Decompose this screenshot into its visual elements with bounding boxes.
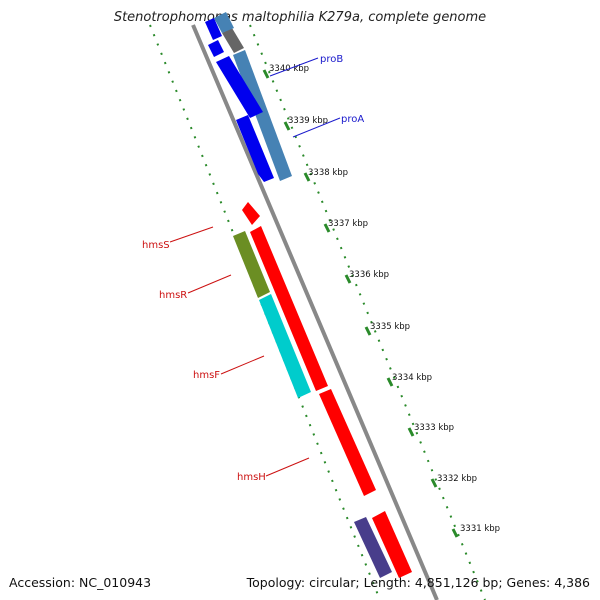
tick-label: 3335 kbp: [370, 322, 410, 332]
gene-blue-small[interactable]: [208, 40, 224, 57]
tick-label: 3336 kbp: [349, 270, 389, 280]
tick-mark: [430, 478, 438, 488]
tick-label: 3339 kbp: [288, 116, 328, 126]
leader-hmsR: [187, 274, 232, 294]
tick-label: 3332 kbp: [437, 474, 477, 484]
gene-blue-1[interactable]: [216, 56, 263, 118]
leader-hmsS: [169, 226, 214, 243]
gene-label-proB[interactable]: proB: [320, 54, 343, 65]
tick-mark: [407, 427, 415, 437]
gene-red-3[interactable]: [372, 511, 412, 578]
tick-label: 3333 kbp: [414, 423, 454, 433]
gene-label-hmsF[interactable]: hmsF: [193, 370, 220, 381]
tick-mark: [386, 377, 394, 387]
gene-red-small[interactable]: [242, 202, 260, 225]
leader-proB: [269, 57, 319, 77]
genome-summary-text: Topology: circular; Length: 4,851,126 bp…: [246, 575, 590, 590]
tick-labels: 3340 kbp 3339 kbp 3338 kbp 3337 kbp 3336…: [269, 64, 500, 534]
tick-label: 3334 kbp: [392, 373, 432, 383]
tick-mark: [323, 223, 331, 233]
leader-hmsH: [265, 457, 310, 477]
tick-label: 3331 kbp: [460, 524, 500, 534]
gene-red-2[interactable]: [319, 389, 376, 496]
gene-label-hmsH[interactable]: hmsH: [237, 472, 266, 483]
leader-proA: [292, 117, 341, 138]
gene-grey[interactable]: [222, 28, 244, 53]
tick-mark: [344, 274, 352, 284]
gene-cyan-hmsF[interactable]: [259, 294, 311, 398]
tick-marks: [262, 69, 459, 538]
gene-red-1[interactable]: [250, 226, 328, 391]
tick-mark: [303, 172, 311, 182]
accession-text: Accession: NC_010943: [9, 575, 152, 590]
tick-mark: [283, 121, 291, 131]
tick-label: 3338 kbp: [308, 168, 348, 178]
tick-label: 3337 kbp: [328, 219, 368, 229]
gene-label-hmsR[interactable]: hmsR: [159, 290, 187, 301]
inner-dotted-track: [249, 24, 486, 600]
reverse-strand-genes: [205, 18, 392, 578]
gene-steel-proB[interactable]: [233, 50, 292, 181]
gene-label-hmsS[interactable]: hmsS: [142, 240, 170, 251]
gene-labels: proB proA hmsS hmsR hmsF hmsH: [142, 54, 364, 483]
tick-mark: [364, 326, 372, 336]
gene-olive-hmsS[interactable]: [233, 231, 270, 298]
forward-strand-genes: [214, 12, 412, 578]
gene-purple[interactable]: [354, 517, 392, 578]
tick-mark: [262, 69, 270, 79]
gene-steel-top[interactable]: [214, 12, 234, 33]
tick-mark: [451, 528, 459, 538]
gene-blue-top[interactable]: [205, 18, 222, 40]
label-leaders: [169, 57, 341, 477]
leader-hmsF: [220, 355, 265, 375]
gene-label-proA[interactable]: proA: [341, 114, 364, 125]
genome-backbone: [191, 24, 439, 600]
gene-blue-2[interactable]: [236, 115, 274, 182]
